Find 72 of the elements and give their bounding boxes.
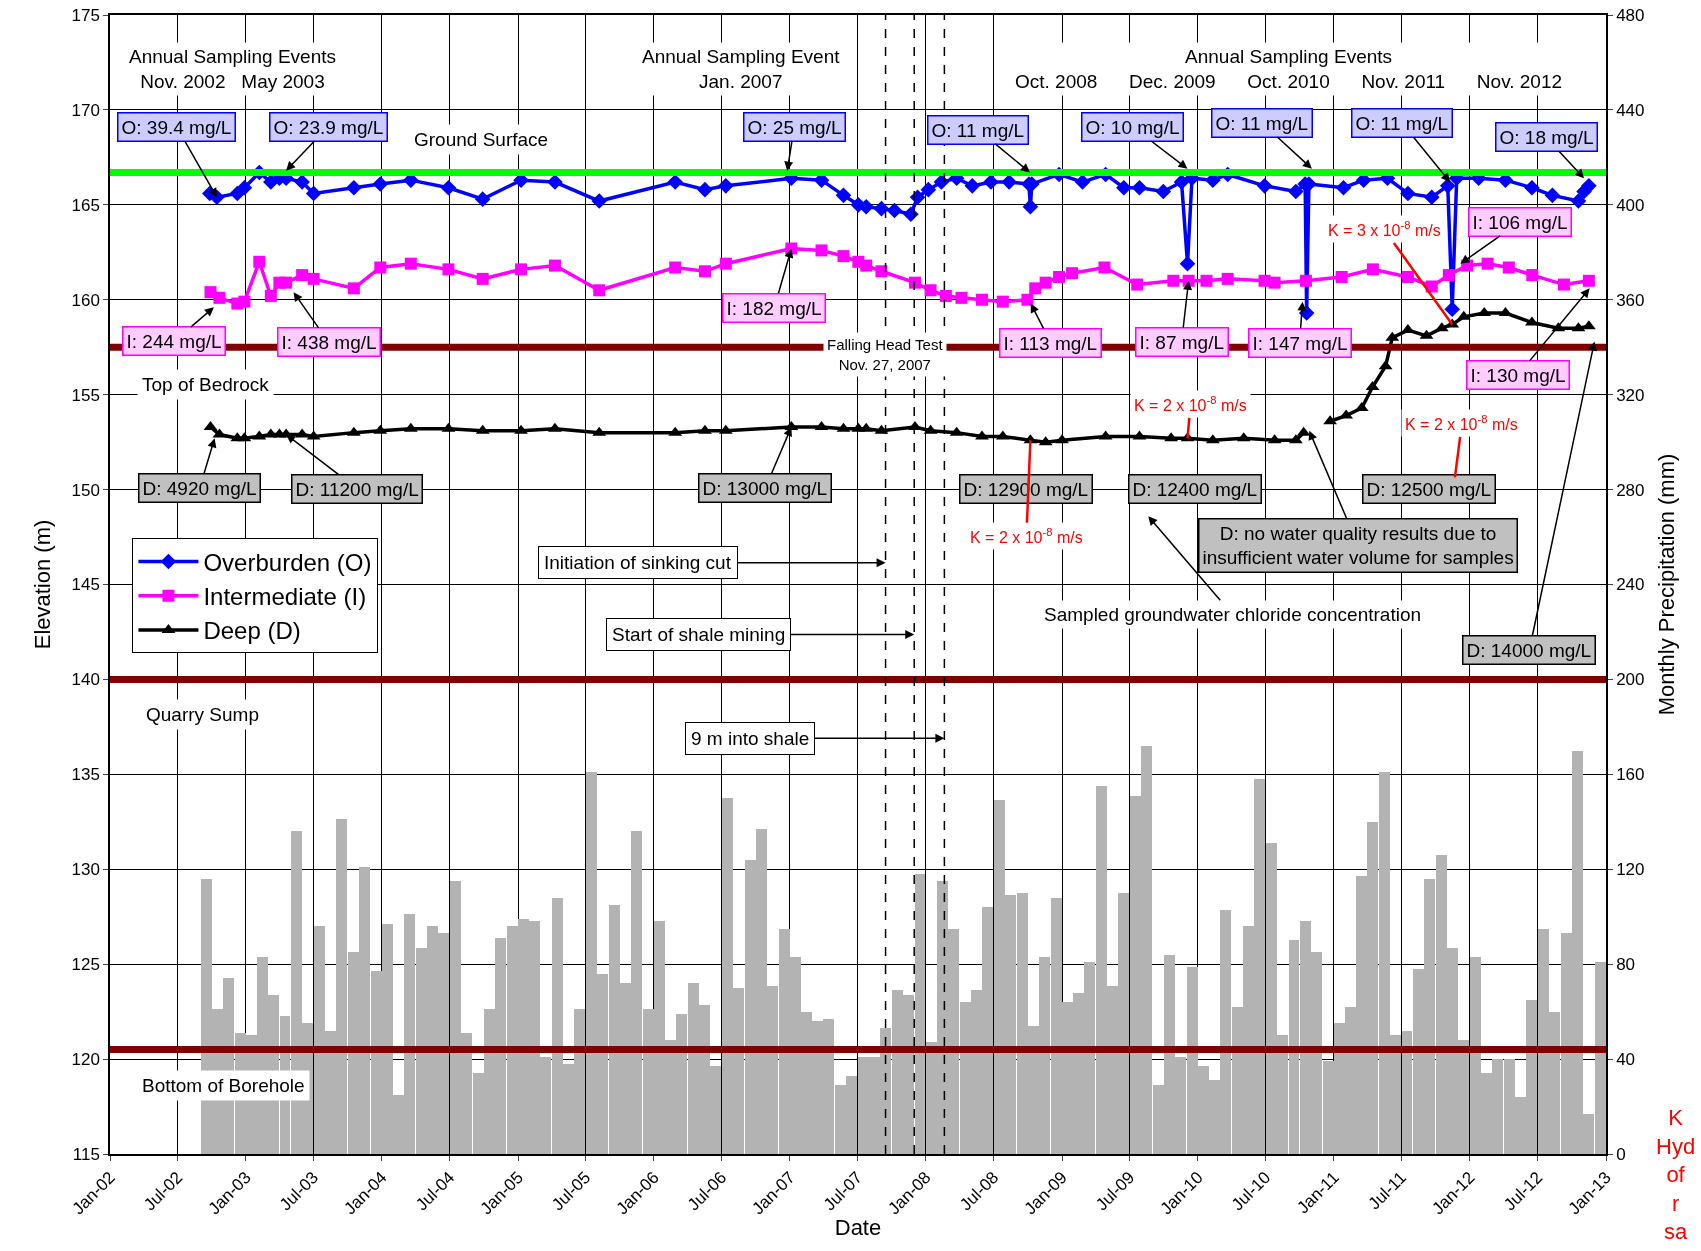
y2-tick-label: 40 [1616, 1050, 1636, 1070]
y2-tick-label: 80 [1616, 955, 1636, 975]
annotation: D: no water quality results due to insufficient water volume for samples [1202, 522, 1514, 569]
y-tick-label: 130 [71, 860, 100, 880]
ref-line-label: Quarry Sump [146, 704, 259, 725]
y-tick-label: 155 [71, 385, 100, 405]
ref-line-label: Bottom of Borehole [142, 1075, 305, 1096]
annotation: K = 2 x 10$^{-8}$ m/s [970, 526, 1083, 546]
y2-tick-label: 480 [1616, 5, 1645, 25]
ref-line-label: Initiation of sinking cut [544, 552, 732, 573]
annotation: D: 12500 mg/L [1366, 478, 1492, 500]
ref-line-label: Top of Bedrock [142, 374, 270, 395]
y-tick-label: 125 [71, 955, 100, 975]
ref-line-label: Ground Surface [414, 129, 549, 150]
annotation: D: 14000 mg/L [1466, 639, 1592, 661]
annotation: I: 438 mg/L [281, 331, 377, 353]
annotation: I: 182 mg/L [726, 297, 822, 319]
y2-tick-label: 160 [1616, 765, 1645, 785]
annotation: O: 23.9 mg/L [273, 116, 384, 138]
annotation: O: 11 mg/L [1355, 112, 1449, 134]
ref-line-label: Start of shale mining [612, 624, 786, 645]
y2-tick-label: 200 [1616, 670, 1645, 690]
y-tick-label: 145 [71, 575, 100, 595]
y-tick-label: 170 [71, 100, 100, 120]
annotation: K = 3 x 10$^{-8}$ m/s [1328, 219, 1441, 239]
y-tick-label: 140 [71, 670, 100, 690]
y2-tick-label: 320 [1616, 385, 1645, 405]
y-tick-label: 135 [71, 765, 100, 785]
y2-tick-label: 440 [1616, 100, 1645, 120]
y-axis-title: Elevation (m) [29, 519, 55, 650]
y2-tick-label: 0 [1616, 1144, 1626, 1164]
y-tick-label: 160 [71, 290, 100, 310]
y-tick-label: 165 [71, 195, 100, 215]
legend-label: Intermediate (I) [203, 583, 367, 611]
annotation: D: 4920 mg/L [142, 477, 257, 499]
annotation: D: 13000 mg/L [702, 477, 828, 499]
annotation: O: 11 mg/L [931, 119, 1025, 141]
y-tick-label: 150 [71, 480, 100, 500]
annotation: O: 11 mg/L [1215, 112, 1309, 134]
annotation: Annual Sampling Events Nov. 2002 May 2003 [129, 46, 337, 92]
annotation: I: 147 mg/L [1252, 332, 1348, 354]
annotation: Falling Head Test Nov. 27, 2007 [827, 336, 944, 373]
annotation: I: 113 mg/L [1003, 332, 1098, 354]
legend-label: Overburden (O) [203, 548, 372, 576]
annotation: D: 11200 mg/L [295, 478, 419, 500]
annotation: O: 10 mg/L [1085, 116, 1180, 138]
annotation: O: 18 mg/L [1499, 126, 1594, 148]
y2-axis-title: Monthly Precipitation (mm) [1653, 453, 1679, 716]
annotation: I: 106 mg/L [1472, 211, 1568, 233]
y2-tick-label: 240 [1616, 575, 1645, 595]
annotation: I: 244 mg/L [126, 330, 222, 352]
y2-tick-label: 280 [1616, 480, 1645, 500]
annotation: I: 130 mg/L [1470, 364, 1566, 386]
annotation: I: 87 mg/L [1139, 331, 1224, 353]
annotation: Annual Sampling Events Oct. 2008 Dec. 2009 Oct. 2010 Nov. 2011 Nov. 2012 [1015, 46, 1563, 92]
ref-line-label: 9 m into shale [691, 728, 810, 749]
annotation: K = 2 x 10$^{-8}$ m/s [1134, 394, 1247, 414]
y2-tick-label: 400 [1616, 195, 1645, 215]
x-axis-title: Date [834, 1214, 882, 1240]
legend-label: Deep (D) [203, 617, 301, 645]
y2-tick-label: 120 [1616, 860, 1645, 880]
annotation: Annual Sampling Event Jan. 2007 [642, 46, 841, 92]
annotation: Sampled groundwater chloride concentration [1044, 604, 1422, 625]
annotation: K = 2 x 10$^{-8}$ m/s [1405, 413, 1518, 433]
text: K Hyd of r sa [1656, 1105, 1696, 1245]
annotation: O: 25 mg/L [747, 116, 842, 138]
y2-tick-label: 360 [1616, 290, 1645, 310]
y-tick-label: 175 [71, 5, 100, 25]
annotation: D: 12400 mg/L [1132, 478, 1258, 500]
y-tick-label: 115 [72, 1144, 100, 1164]
annotation: O: 39.4 mg/L [121, 116, 232, 138]
y-tick-label: 120 [71, 1050, 100, 1070]
